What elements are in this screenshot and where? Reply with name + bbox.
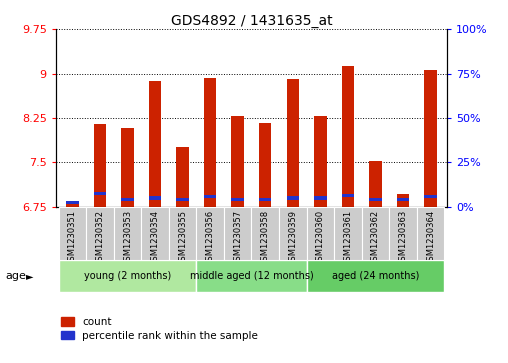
Bar: [314, 196, 327, 200]
Bar: [424, 70, 437, 207]
Bar: [204, 78, 216, 207]
Bar: [259, 198, 271, 201]
Title: GDS4892 / 1431635_at: GDS4892 / 1431635_at: [171, 14, 332, 28]
Bar: [66, 201, 79, 207]
Bar: [369, 161, 382, 207]
Bar: [94, 192, 106, 196]
Bar: [66, 200, 79, 204]
Bar: [197, 260, 306, 292]
Text: GSM1230362: GSM1230362: [371, 209, 380, 266]
Bar: [417, 207, 444, 260]
Text: GSM1230354: GSM1230354: [150, 209, 160, 266]
Text: ►: ►: [25, 271, 33, 281]
Text: GSM1230361: GSM1230361: [343, 209, 353, 266]
Text: GSM1230358: GSM1230358: [261, 209, 270, 266]
Bar: [176, 198, 189, 201]
Text: GSM1230359: GSM1230359: [288, 209, 297, 266]
Bar: [334, 207, 362, 260]
Bar: [114, 207, 141, 260]
Bar: [58, 260, 197, 292]
Bar: [204, 195, 216, 198]
Bar: [397, 195, 409, 207]
Bar: [169, 207, 197, 260]
Bar: [58, 207, 86, 260]
Bar: [306, 260, 444, 292]
Bar: [306, 207, 334, 260]
Text: GSM1230352: GSM1230352: [96, 209, 105, 266]
Bar: [176, 147, 189, 207]
Bar: [121, 198, 134, 201]
Text: age: age: [5, 271, 26, 281]
Bar: [251, 207, 279, 260]
Bar: [259, 123, 271, 207]
Bar: [279, 207, 306, 260]
Text: GSM1230353: GSM1230353: [123, 209, 132, 266]
Bar: [424, 195, 437, 198]
Bar: [389, 207, 417, 260]
Text: GSM1230363: GSM1230363: [398, 209, 407, 266]
Bar: [369, 198, 382, 201]
Bar: [121, 128, 134, 207]
Text: middle aged (12 months): middle aged (12 months): [189, 271, 313, 281]
Legend: count, percentile rank within the sample: count, percentile rank within the sample: [61, 317, 258, 340]
Text: GSM1230364: GSM1230364: [426, 209, 435, 266]
Bar: [314, 116, 327, 207]
Bar: [94, 124, 106, 207]
Text: GSM1230360: GSM1230360: [316, 209, 325, 266]
Bar: [232, 116, 244, 207]
Bar: [287, 79, 299, 207]
Bar: [149, 196, 161, 200]
Bar: [224, 207, 251, 260]
Text: aged (24 months): aged (24 months): [332, 271, 419, 281]
Text: GSM1230355: GSM1230355: [178, 209, 187, 266]
Bar: [197, 207, 224, 260]
Bar: [86, 207, 114, 260]
Bar: [141, 207, 169, 260]
Text: young (2 months): young (2 months): [84, 271, 171, 281]
Bar: [342, 66, 354, 207]
Bar: [232, 197, 244, 201]
Bar: [397, 198, 409, 201]
Bar: [287, 196, 299, 200]
Bar: [362, 207, 389, 260]
Text: GSM1230351: GSM1230351: [68, 209, 77, 266]
Bar: [149, 81, 161, 207]
Text: GSM1230357: GSM1230357: [233, 209, 242, 266]
Bar: [342, 194, 354, 197]
Text: GSM1230356: GSM1230356: [206, 209, 215, 266]
